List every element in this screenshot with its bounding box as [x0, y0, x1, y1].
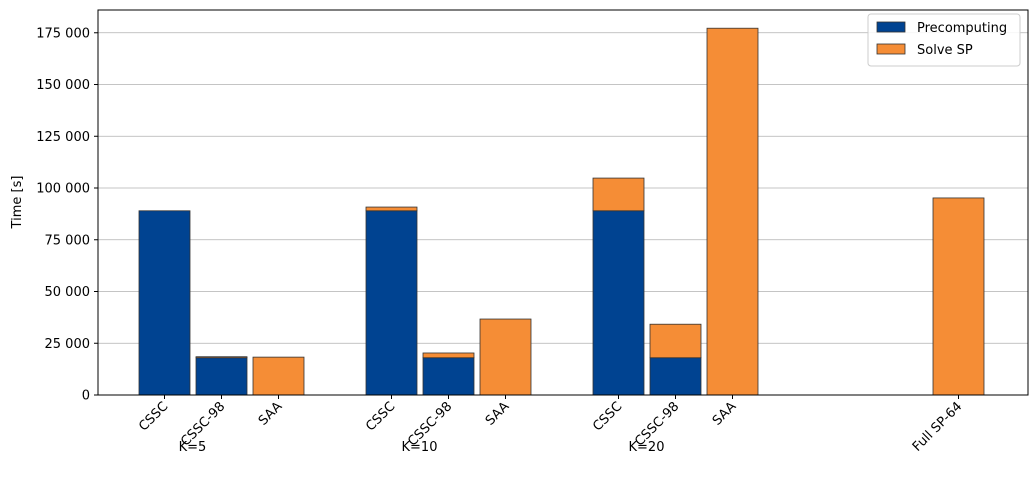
bar-precomputing — [365, 210, 418, 396]
x-tick-label: SAA — [256, 399, 286, 429]
bar-solve-sp — [195, 356, 248, 359]
bar-precomputing — [138, 210, 191, 396]
bar-solve-sp — [592, 177, 645, 212]
y-tick-label: 100 000 — [36, 182, 90, 197]
grid-lines — [98, 32, 1028, 396]
y-tick-label: 175 000 — [36, 26, 90, 41]
y-tick-label: 25 000 — [45, 337, 91, 352]
bar-solve-sp — [252, 356, 305, 396]
legend-box — [867, 13, 1021, 67]
bar-precomputing — [422, 357, 475, 396]
bar-solve-sp — [706, 27, 759, 396]
plot-frame — [97, 9, 1029, 396]
group-label: K=5 — [179, 440, 207, 455]
y-tick-label: 0 — [82, 389, 90, 404]
y-tick-label: 75 000 — [45, 233, 91, 248]
x-axis: CSSC CSSC-98 SAA CSSC CSSC-98 SAA CSSC CSSC-98 S… — [136, 395, 965, 455]
bar-solve-sp — [365, 206, 418, 212]
legend-swatch — [876, 21, 906, 33]
group-label: K=20 — [629, 440, 665, 455]
legend-label: Solve SP — [917, 43, 973, 58]
x-tick-label: SAA — [710, 399, 740, 429]
bar-solve-sp — [422, 352, 475, 359]
y-tick-label: 150 000 — [36, 78, 90, 93]
x-tick-label: CSSC — [363, 399, 398, 434]
x-tick-label: SAA — [483, 399, 513, 429]
bar-precomputing — [195, 357, 248, 396]
legend: Precomputing Solve SP — [867, 13, 1021, 67]
x-tick-label: Full SP-64 — [910, 399, 965, 454]
y-tick-label: 50 000 — [45, 285, 91, 300]
bar-precomputing — [592, 210, 645, 396]
y-axis-title: Time [s] — [10, 176, 25, 230]
x-tick-label: CSSC — [136, 399, 171, 434]
legend-label: Precomputing — [917, 21, 1007, 36]
bars — [138, 27, 985, 396]
group-labels: K=5 K=10 K=20 — [179, 440, 665, 455]
bar-solve-sp — [649, 323, 702, 359]
y-axis: 0 25 000 50 000 75 000 100 000 125 000 150 000… — [36, 26, 98, 404]
y-tick-label: 125 000 — [36, 130, 90, 145]
plot-background — [98, 10, 1028, 395]
bar-solve-sp — [479, 318, 532, 396]
group-label: K=10 — [402, 440, 438, 455]
x-tick-label: CSSC — [590, 399, 625, 434]
bar-precomputing — [649, 357, 702, 396]
legend-swatch — [876, 43, 906, 55]
bar-solve-sp — [932, 197, 985, 396]
